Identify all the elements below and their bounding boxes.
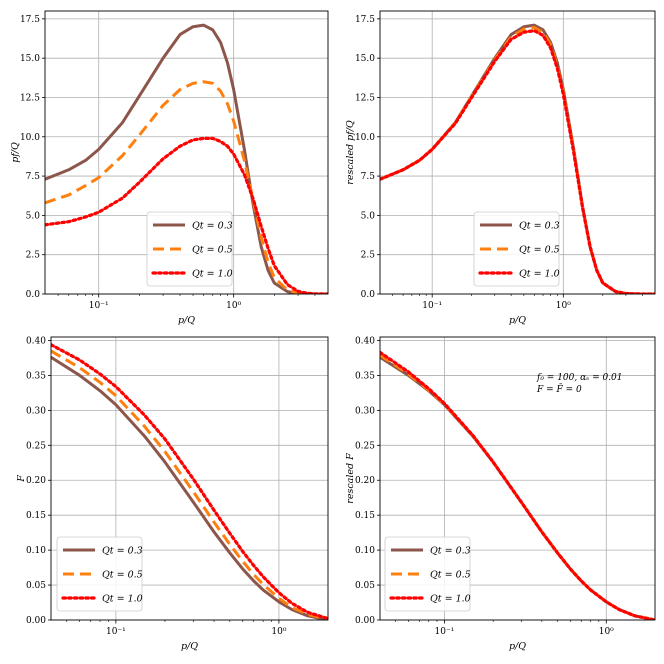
x-tick-label: 10⁰ (556, 301, 571, 311)
series-line-1 (45, 23, 328, 294)
y-axis-label: rescaled pf/Q (345, 120, 356, 185)
x-axis-label: p/Q (509, 315, 526, 326)
legend-label-1: Qt = 0.3 (430, 546, 471, 557)
series-line-2 (45, 80, 328, 294)
legend-label-1: Qt = 0.3 (102, 546, 143, 557)
legend-label-3: Qt = 1.0 (192, 269, 233, 280)
y-tick-label: 15.0 (355, 54, 375, 64)
y-tick-label: 2.5 (361, 251, 376, 261)
y-tick-label: 17.5 (20, 15, 40, 25)
series-line-3 (51, 343, 328, 620)
legend-label-3: Qt = 1.0 (519, 269, 560, 280)
series-line-3 (380, 29, 655, 294)
y-tick-label: 0.10 (26, 546, 46, 556)
series-line-3 (380, 350, 655, 620)
y-tick-label: 0.0 (361, 290, 376, 300)
y-tick-label: 0.20 (355, 476, 375, 486)
y-tick-label: 0.0 (26, 290, 41, 300)
y-tick-label: 0.35 (26, 371, 46, 381)
plot-frame (379, 336, 656, 621)
y-tick-label: 0.00 (355, 616, 375, 626)
legend-label-3: Qt = 1.0 (430, 594, 471, 605)
y-tick-label: 0.35 (355, 371, 375, 381)
x-tick-label: 10⁰ (226, 301, 241, 311)
y-tick-label: 0.15 (26, 511, 46, 521)
y-tick-label: 15.0 (20, 54, 40, 64)
legend-box (473, 211, 560, 287)
y-tick-label: 12.5 (355, 93, 375, 103)
legend-label-2: Qt = 0.5 (102, 570, 143, 581)
x-tick-label: 10⁻¹ (435, 627, 455, 637)
x-tick-label: 10⁻¹ (89, 301, 109, 311)
y-tick-label: 0.10 (355, 546, 375, 556)
y-tick-label: 10.0 (355, 133, 375, 143)
y-tick-label: 17.5 (355, 15, 375, 25)
y-tick-label: 0.20 (26, 476, 46, 486)
legend-box (384, 536, 471, 612)
annotation-line-1: f₀ = 100, αₛ = 0.01 (536, 373, 623, 383)
x-axis-label: p/Q (181, 641, 198, 652)
y-tick-label: 0.40 (26, 336, 46, 346)
x-tick-label: 10⁻¹ (422, 301, 442, 311)
y-tick-label: 0.25 (26, 441, 46, 451)
y-tick-label: 12.5 (20, 93, 40, 103)
y-tick-label: 0.25 (355, 441, 375, 451)
legend-label-1: Qt = 0.3 (192, 221, 233, 232)
legend-label-2: Qt = 0.5 (519, 245, 560, 256)
series-line-3 (45, 136, 328, 294)
chart-panel-3: 0.00 0.05 0.10 0.15 0.20 0.25 0.30 0.35 0.40 10⁻¹… (16, 336, 329, 652)
legend-label-3: Qt = 1.0 (102, 594, 143, 605)
y-tick-label: 0.05 (26, 581, 46, 591)
legend-label-2: Qt = 0.5 (430, 570, 471, 581)
plot-frame (50, 336, 329, 621)
legend: Qt = 0.3 Qt = 0.5 Qt = 1.0 (146, 211, 233, 287)
y-tick-label: 7.5 (26, 172, 41, 182)
chart-panel-4: 0.00 0.05 0.10 0.15 0.20 0.25 0.30 0.35 0.40 10⁻¹… (345, 336, 656, 652)
y-axis-label: rescaled F (345, 453, 356, 504)
y-axis-label: pf/Q (10, 142, 21, 163)
y-tick-label: 7.5 (361, 172, 376, 182)
series-line-1 (51, 355, 328, 620)
y-tick-label: 0.40 (355, 336, 375, 346)
y-tick-label: 0.00 (26, 616, 46, 626)
plot-frame (379, 10, 656, 295)
x-axis-label: p/Q (178, 315, 195, 326)
y-tick-label: 10.0 (20, 133, 40, 143)
y-axis-label: F (16, 475, 27, 483)
y-tick-label: 0.15 (355, 511, 375, 521)
y-tick-label: 0.30 (26, 406, 46, 416)
legend: Qt = 0.3 Qt = 0.5 Qt = 1.0 (473, 211, 560, 287)
legend-box (146, 211, 233, 287)
y-tick-label: 0.05 (355, 581, 375, 591)
legend: Qt = 0.3 Qt = 0.5 Qt = 1.0 (384, 536, 471, 612)
legend-label-1: Qt = 0.3 (519, 221, 560, 232)
annotation-line-2: F = F̄ = 0 (536, 383, 582, 395)
x-tick-label: 10⁰ (599, 627, 614, 637)
series-line-2 (51, 349, 328, 620)
legend: Qt = 0.3 Qt = 0.5 Qt = 1.0 (56, 536, 143, 612)
x-tick-label: 10⁻¹ (106, 627, 126, 637)
y-tick-label: 5.0 (361, 211, 376, 221)
grid-lines (380, 337, 655, 621)
x-axis-label: p/Q (509, 641, 526, 652)
chart-panel-2: 0.0 2.5 5.0 7.5 10.0 12.5 15.0 17.5 10⁻¹ 10⁰ p/Q re… (345, 10, 656, 326)
x-tick-label: 10⁰ (271, 627, 286, 637)
y-tick-label: 2.5 (26, 251, 41, 261)
legend-label-2: Qt = 0.5 (192, 245, 233, 256)
chart-panel-1: 0.0 2.5 5.0 7.5 10.0 12.5 15.0 17.5 10⁻¹ 10⁰ p/Q pf… (10, 10, 329, 326)
y-tick-label: 5.0 (26, 211, 41, 221)
legend-box (56, 536, 143, 612)
y-tick-label: 0.30 (355, 406, 375, 416)
plot-frame (44, 10, 329, 295)
